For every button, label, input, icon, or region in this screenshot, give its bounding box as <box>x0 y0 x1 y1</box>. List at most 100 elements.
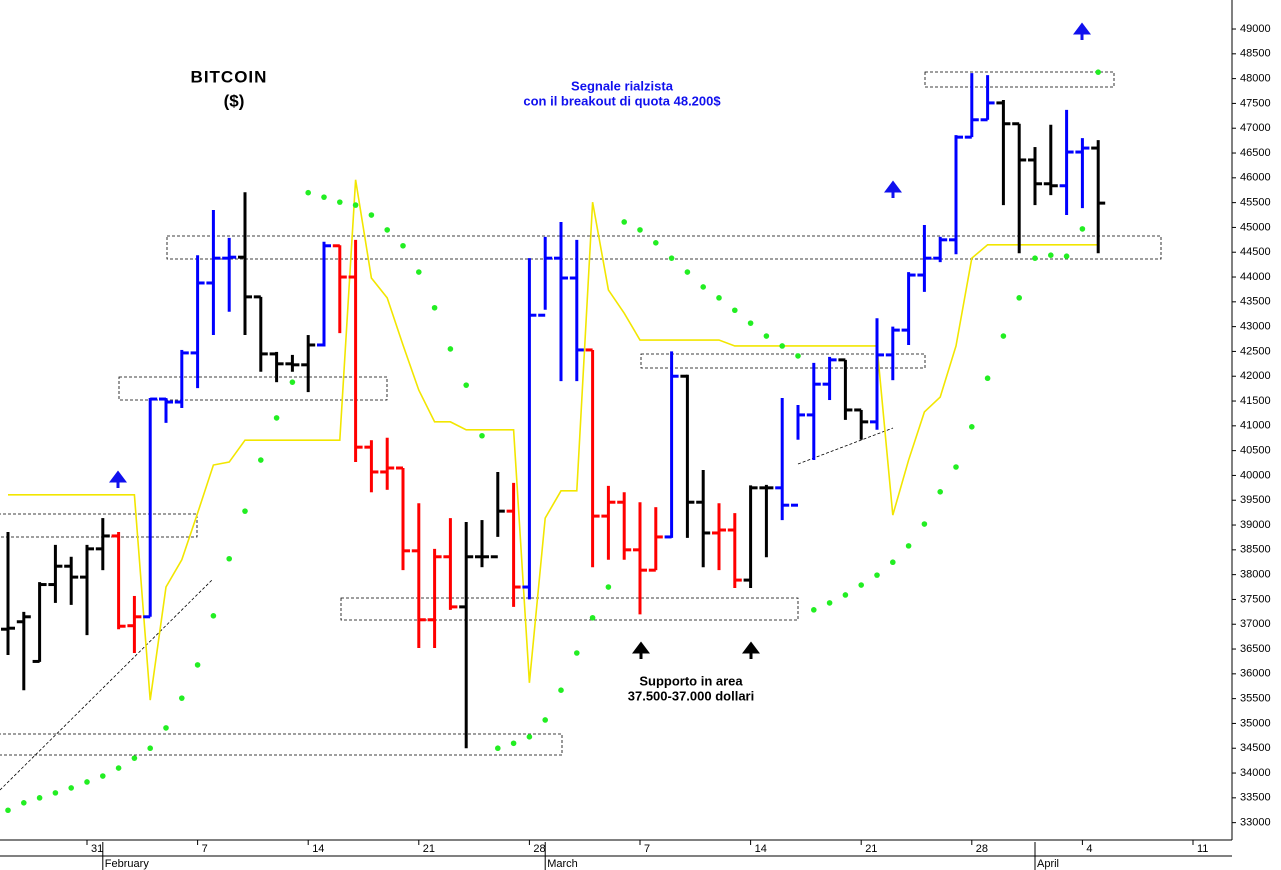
sar-dot <box>732 307 738 314</box>
sar-dot <box>463 382 470 388</box>
annotation: 37.500-37.000 dollari <box>628 688 754 703</box>
sar-dot <box>937 488 943 495</box>
y-tick-label: 39000 <box>1240 519 1271 531</box>
x-tick-label: 14 <box>312 843 324 855</box>
sar-dot <box>1048 252 1054 258</box>
sar-dot <box>289 379 296 385</box>
y-tick-label: 46500 <box>1240 147 1271 159</box>
x-tick-label: 31 <box>91 843 103 855</box>
sar-dot <box>147 745 153 752</box>
level-box <box>340 597 799 621</box>
sar-dot <box>621 219 627 225</box>
sar-dot <box>226 555 232 562</box>
y-tick-label: 44000 <box>1240 271 1271 283</box>
sar-dot <box>653 239 659 246</box>
month-label: February <box>105 858 150 870</box>
sar-dot <box>953 464 959 470</box>
sar-dot <box>258 457 264 463</box>
sar-dot <box>637 227 643 233</box>
sar-dot <box>36 795 43 801</box>
level-boxes <box>0 71 1162 791</box>
arrows <box>109 22 1091 659</box>
arrow <box>632 641 650 659</box>
level-box <box>0 733 563 756</box>
sar-dot <box>1063 253 1070 259</box>
sar-dot <box>542 717 548 723</box>
sar-dot <box>131 755 138 761</box>
sar-dot <box>321 194 327 200</box>
level-box <box>640 353 926 369</box>
chart-subtitle: ($) <box>224 91 245 110</box>
level-box <box>166 235 1162 260</box>
stop-line <box>8 179 1099 701</box>
y-tick-label: 35000 <box>1240 717 1271 729</box>
sar-dot <box>163 725 169 731</box>
sar-dot <box>115 765 122 771</box>
sar-dot <box>984 375 991 382</box>
sar-dot <box>510 740 517 747</box>
sar-dot <box>384 227 391 233</box>
annotation: con il breakout di quota 48.200$ <box>523 93 721 108</box>
chart-title: BITCOIN <box>191 67 268 86</box>
sar-dot <box>874 572 880 578</box>
y-tick-label: 36500 <box>1240 643 1271 655</box>
sar-dot <box>100 773 106 779</box>
y-tick-label: 34500 <box>1240 742 1271 754</box>
y-tick-label: 37000 <box>1240 618 1271 630</box>
sar-dot <box>68 785 74 791</box>
sar-dot <box>811 607 817 613</box>
sar-dot <box>1032 255 1038 261</box>
y-tick-label: 49000 <box>1240 23 1271 35</box>
sar-dot <box>242 508 248 514</box>
sar-dot <box>447 346 454 352</box>
y-tick-label: 42500 <box>1240 345 1271 357</box>
y-tick-label: 38000 <box>1240 569 1271 581</box>
sar-dot <box>352 202 359 208</box>
sar-dot <box>842 592 849 598</box>
y-tick-label: 47000 <box>1240 122 1271 134</box>
x-tick-label: 14 <box>755 843 767 855</box>
sar-dot <box>1000 333 1007 339</box>
x-tick-label: 7 <box>202 843 208 855</box>
sar-dot <box>400 242 406 249</box>
sar-dot <box>337 199 343 205</box>
sar-dot <box>905 543 912 549</box>
sar-dot <box>969 424 975 430</box>
sar-dot <box>1095 69 1101 75</box>
sar-dot <box>1079 226 1086 232</box>
sar-dot <box>1016 295 1022 301</box>
y-tick-label: 33000 <box>1240 817 1271 829</box>
y-tick-label: 41500 <box>1240 395 1271 407</box>
y-tick-label: 34000 <box>1240 767 1271 779</box>
y-tick-label: 41000 <box>1240 420 1271 432</box>
y-tick-label: 35500 <box>1240 693 1271 705</box>
sar-dot <box>495 745 501 752</box>
month-label: April <box>1037 858 1059 870</box>
sar-dot <box>605 584 612 590</box>
sar-dot <box>589 614 596 621</box>
y-tick-label: 48500 <box>1240 48 1271 60</box>
y-tick-label: 33500 <box>1240 792 1271 804</box>
x-tick-label: 28 <box>533 843 545 855</box>
y-tick-label: 38500 <box>1240 544 1271 556</box>
sar-dot <box>921 521 928 527</box>
y-tick-label: 48000 <box>1240 73 1271 85</box>
month-label: March <box>547 858 578 870</box>
sar-dot <box>21 799 27 806</box>
y-tick-label: 37500 <box>1240 593 1271 605</box>
sar-dot <box>558 687 564 694</box>
y-tick-label: 43000 <box>1240 321 1271 333</box>
sar-dot <box>431 304 438 311</box>
sar-dot <box>5 807 11 814</box>
sar-dot <box>684 269 691 275</box>
sar-dot <box>763 333 770 339</box>
y-tick-label: 47500 <box>1240 97 1271 109</box>
x-tick-label: 4 <box>1086 843 1092 855</box>
arrow <box>109 470 127 488</box>
sar-dot <box>179 695 185 701</box>
level-box <box>0 513 198 538</box>
x-tick-label: 7 <box>644 843 650 855</box>
y-tick-label: 40500 <box>1240 445 1271 457</box>
